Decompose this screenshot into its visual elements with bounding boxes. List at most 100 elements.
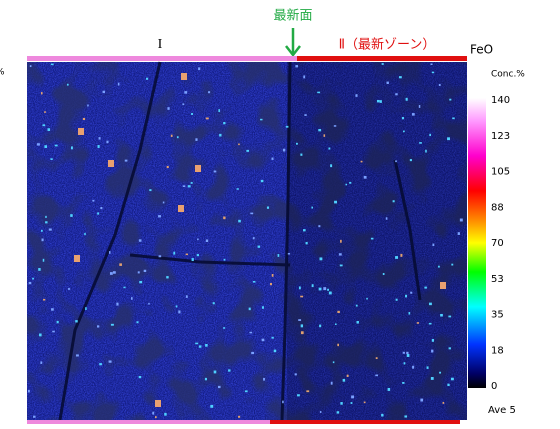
speck bbox=[306, 390, 310, 393]
speck bbox=[340, 402, 343, 405]
speck bbox=[251, 351, 255, 355]
speck bbox=[403, 362, 406, 365]
grain bbox=[440, 282, 446, 289]
speck bbox=[379, 100, 382, 103]
speck bbox=[182, 103, 185, 106]
speck bbox=[213, 370, 217, 374]
speck bbox=[123, 286, 126, 289]
speck bbox=[28, 281, 32, 285]
scale-tick-label: 0 bbox=[491, 381, 497, 392]
speck bbox=[205, 117, 209, 120]
speck bbox=[411, 113, 415, 116]
speck bbox=[260, 118, 263, 121]
speck bbox=[170, 134, 173, 137]
speck bbox=[166, 276, 169, 279]
speck bbox=[182, 185, 186, 188]
speck bbox=[271, 157, 274, 160]
speck bbox=[39, 333, 42, 337]
speck bbox=[398, 76, 402, 79]
speck bbox=[119, 263, 122, 266]
speck bbox=[346, 374, 349, 377]
speck bbox=[338, 253, 342, 256]
speck bbox=[382, 273, 385, 276]
zone-1-label: I bbox=[158, 37, 163, 52]
speck bbox=[385, 217, 388, 220]
grain bbox=[178, 205, 184, 212]
speck bbox=[424, 286, 427, 289]
speck bbox=[406, 351, 409, 354]
speck bbox=[248, 307, 251, 311]
speck bbox=[342, 378, 346, 382]
speck bbox=[333, 125, 337, 127]
speck bbox=[45, 215, 47, 218]
speck bbox=[102, 90, 105, 94]
speck bbox=[387, 387, 391, 391]
speck bbox=[106, 140, 109, 144]
speck bbox=[42, 124, 46, 127]
speck bbox=[447, 383, 450, 387]
speck bbox=[158, 215, 161, 218]
speck bbox=[212, 302, 215, 305]
speck bbox=[238, 143, 240, 146]
speck bbox=[282, 148, 286, 152]
element-label: FeO bbox=[470, 43, 493, 57]
speck bbox=[395, 256, 399, 259]
speck bbox=[412, 365, 415, 369]
speck bbox=[439, 371, 442, 374]
speck bbox=[42, 258, 45, 262]
speck bbox=[269, 283, 272, 286]
speck bbox=[195, 138, 198, 141]
speck bbox=[429, 133, 432, 137]
speck bbox=[117, 82, 120, 86]
speck bbox=[428, 322, 432, 325]
speck bbox=[438, 83, 441, 87]
speck bbox=[419, 142, 422, 144]
speck bbox=[448, 315, 452, 318]
speck bbox=[305, 241, 308, 245]
speck bbox=[164, 412, 167, 416]
speck bbox=[295, 65, 299, 68]
speck bbox=[430, 63, 433, 65]
speck bbox=[76, 354, 79, 357]
scale-tick-label: 70 bbox=[491, 238, 504, 249]
speck bbox=[197, 238, 199, 241]
speck bbox=[109, 272, 113, 275]
speck bbox=[205, 343, 208, 347]
speck bbox=[205, 239, 209, 243]
left-unit: % bbox=[0, 68, 5, 78]
speck bbox=[41, 238, 44, 242]
grain bbox=[195, 165, 201, 172]
element-map bbox=[27, 61, 467, 421]
speck bbox=[33, 415, 36, 418]
speck bbox=[304, 114, 307, 116]
speck bbox=[139, 280, 143, 284]
speck bbox=[339, 264, 343, 267]
speck bbox=[138, 375, 142, 379]
speck bbox=[356, 320, 359, 324]
speck bbox=[351, 395, 355, 399]
speck bbox=[51, 308, 54, 311]
speck bbox=[112, 271, 116, 274]
scale-tick-label: 88 bbox=[491, 202, 504, 213]
speck bbox=[50, 158, 53, 160]
speck bbox=[400, 253, 403, 257]
speck bbox=[375, 374, 379, 377]
speck bbox=[28, 389, 30, 393]
speck bbox=[330, 164, 333, 168]
speck bbox=[395, 160, 397, 163]
speck bbox=[340, 239, 342, 243]
speck bbox=[45, 221, 48, 224]
speck bbox=[337, 343, 340, 347]
speck bbox=[319, 411, 322, 413]
speck bbox=[431, 338, 434, 342]
speck bbox=[452, 117, 455, 120]
grain bbox=[155, 400, 161, 407]
speck bbox=[44, 145, 48, 148]
speck bbox=[98, 137, 101, 140]
speck bbox=[395, 93, 398, 96]
speck bbox=[271, 273, 274, 277]
speck bbox=[363, 401, 366, 404]
zone-2-label: Ⅱ（最新ゾーン） bbox=[339, 37, 436, 53]
speck bbox=[213, 170, 217, 173]
speck bbox=[97, 325, 100, 328]
